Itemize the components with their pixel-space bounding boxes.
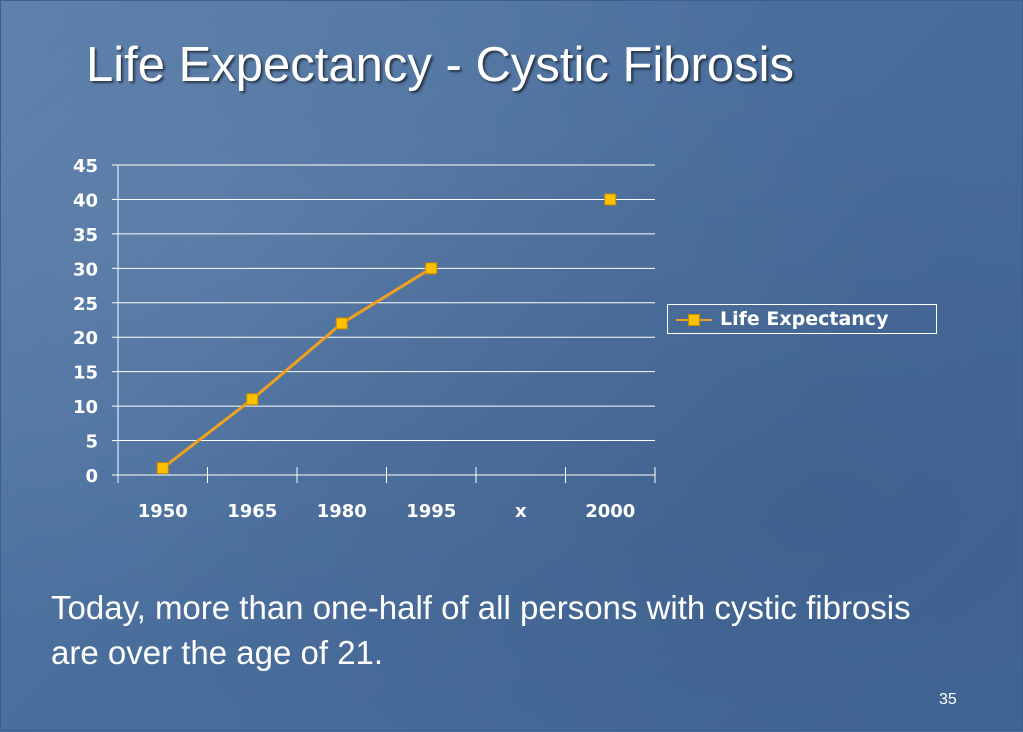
- y-tick-label: 10: [73, 397, 98, 418]
- y-tick-label: 35: [73, 225, 98, 246]
- series-line-segment: [161, 398, 254, 470]
- y-tick-label: 40: [73, 190, 98, 211]
- y-tick-label: 15: [73, 363, 98, 384]
- x-tick-label: 1965: [227, 501, 277, 522]
- data-point-marker: [604, 193, 617, 206]
- data-point-marker: [246, 393, 259, 406]
- y-tick-label: 5: [85, 432, 98, 453]
- data-point-marker: [425, 262, 438, 275]
- chart-legend: Life Expectancy: [667, 304, 937, 334]
- x-tick-label: 1980: [317, 501, 367, 522]
- legend-marker-icon: [688, 314, 700, 326]
- slide-title: Life Expectancy - Cystic Fibrosis: [86, 38, 794, 92]
- series-line-segment: [340, 267, 433, 325]
- x-tick-label: x: [515, 501, 527, 522]
- y-tick-label: 45: [73, 156, 98, 177]
- legend-label: Life Expectancy: [720, 308, 889, 330]
- data-point-marker: [335, 317, 348, 330]
- x-tick-label: 1950: [138, 501, 188, 522]
- x-tick-label: 2000: [585, 501, 635, 522]
- y-tick-label: 25: [73, 294, 98, 315]
- y-tick-label: 20: [73, 328, 98, 349]
- legend-swatch: [674, 304, 714, 334]
- x-tick-label: 1995: [406, 501, 456, 522]
- slide-caption: Today, more than one-half of all persons…: [51, 589, 911, 671]
- y-tick-label: 30: [73, 259, 98, 280]
- page-number: 35: [939, 691, 957, 708]
- y-tick-label: 0: [85, 466, 98, 487]
- series-line-segment: [251, 322, 343, 401]
- data-point-marker: [156, 462, 169, 475]
